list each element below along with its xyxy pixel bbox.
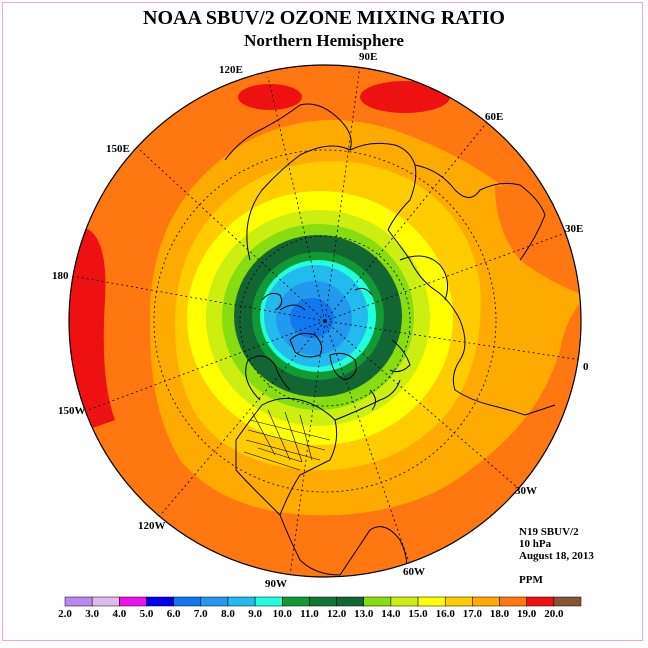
colorbar-swatch	[91, 596, 120, 607]
lon-label-150w: 150W	[58, 405, 86, 417]
colorbar-swatch	[336, 596, 364, 607]
colorbar-swatch	[472, 596, 500, 607]
colorbar-swatch	[200, 596, 229, 607]
colorbar-tick-label: 5.0	[140, 608, 154, 620]
na-boundaries	[243, 409, 331, 471]
lon-label-60e: 60E	[485, 111, 503, 123]
satellite-label: N19 SBUV/2	[519, 526, 579, 538]
colorbar-swatch	[282, 596, 310, 607]
colorbar-tick-label: 8.0	[221, 608, 235, 620]
colorbar-tick-label: 7.0	[194, 608, 208, 620]
lon-label-180: 180	[52, 270, 69, 282]
colorbar-swatch	[146, 596, 174, 607]
colorbar-tick-label: 9.0	[248, 608, 262, 620]
lon-label-150e: 150E	[106, 143, 130, 155]
colorbar-tick-label: 17.0	[463, 608, 483, 620]
colorbar-swatch	[499, 596, 527, 607]
colorbar-swatch	[64, 596, 93, 607]
max-region-120e	[238, 84, 302, 110]
colorbar-swatch	[254, 596, 283, 607]
lon-label-120w: 120W	[138, 520, 166, 532]
colorbar-tick-label: 10.0	[273, 608, 293, 620]
map-subtitle: Northern Hemisphere	[244, 31, 404, 50]
colorbar-tick-label: 6.0	[167, 608, 181, 620]
colorbar-tick-label: 2.0	[58, 608, 72, 620]
coastlines	[224, 103, 556, 576]
pressure-level: 10 hPa	[519, 538, 552, 550]
units-label: PPM	[519, 574, 543, 586]
colorbar-tick-label: 13.0	[354, 608, 374, 620]
colorbar-tick-label: 15.0	[408, 608, 428, 620]
colorbar-swatch	[553, 596, 582, 607]
lon-label-0: 0	[583, 361, 589, 373]
colorbar-swatch	[173, 596, 202, 607]
colorbar-tick-label: 11.0	[300, 608, 319, 620]
map-boundary	[68, 64, 582, 578]
colorbar-tick-label: 14.0	[381, 608, 401, 620]
colorbar-tick-label: 12.0	[327, 608, 347, 620]
ozone-contour-field	[69, 65, 581, 577]
graticule	[71, 65, 581, 577]
max-region-90e	[360, 81, 450, 113]
figure-frame	[2, 2, 643, 641]
lon-label-30w: 30W	[515, 485, 537, 497]
colorbar-swatch	[417, 596, 446, 607]
colorbar-swatch	[227, 596, 256, 607]
lon-label-60w: 60W	[403, 566, 425, 578]
date-label: August 18, 2013	[519, 550, 594, 562]
colorbar-swatch	[119, 596, 147, 607]
lon-label-90e: 90E	[359, 51, 377, 63]
lon-label-90w: 90W	[265, 578, 287, 590]
map-title: NOAA SBUV/2 OZONE MIXING RATIO	[143, 7, 505, 29]
colorbar-swatch	[526, 596, 555, 607]
colorbar-swatch	[390, 596, 419, 607]
lon-label-120e: 120E	[219, 64, 243, 76]
lon-label-30e: 30E	[565, 223, 583, 235]
colorbar-tick-label: 4.0	[112, 608, 126, 620]
colorbar-tick-label: 19.0	[517, 608, 537, 620]
colorbar-tick-label: 18.0	[490, 608, 510, 620]
colorbar-swatch	[363, 596, 392, 607]
colorbar-swatch	[309, 596, 337, 607]
colorbar-tick-label: 3.0	[85, 608, 99, 620]
colorbar-swatch	[444, 596, 473, 607]
colorbar-tick-label: 16.0	[436, 608, 456, 620]
colorbar-tick-label: 20.0	[544, 608, 564, 620]
colorbar: 2.0 3.0 4.0 5.0 6.0 7.0 8.0 9.0 10.0 11.0 12.0 13.0…	[58, 596, 582, 620]
